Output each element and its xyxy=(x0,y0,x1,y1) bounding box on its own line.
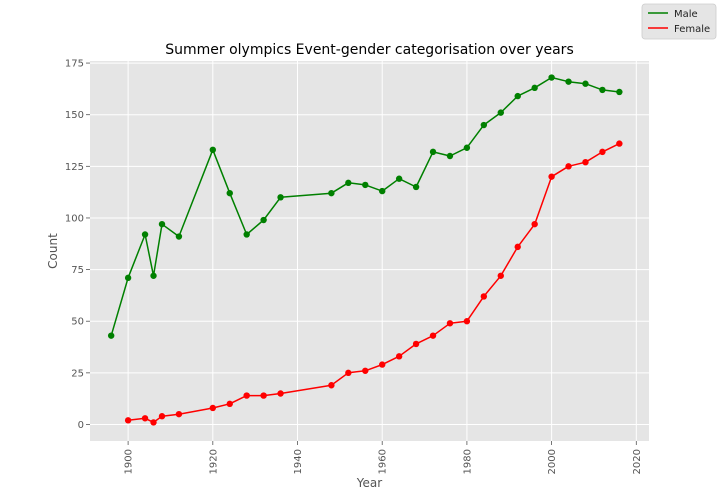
data-point-female xyxy=(124,417,132,424)
data-point-female xyxy=(497,272,504,279)
series-layer xyxy=(107,74,623,426)
data-point-male xyxy=(226,189,233,197)
data-point-male xyxy=(582,80,589,87)
data-point-male xyxy=(328,189,335,197)
data-point-female xyxy=(226,400,233,408)
data-point-female xyxy=(158,413,166,420)
x-tick-label: 1980 xyxy=(462,449,473,474)
y-tick-label: 50 xyxy=(71,317,84,328)
data-point-female xyxy=(599,148,606,156)
data-point-male xyxy=(141,231,149,238)
data-point-female xyxy=(395,353,403,360)
data-point-male xyxy=(175,233,183,240)
axis-ticks: 0 25 50 75 100 125 150 175 1900 1920 1940 1960 1980 2… xyxy=(65,59,643,475)
data-point-female xyxy=(175,410,183,418)
data-point-male xyxy=(150,272,157,279)
x-axis-label: Year xyxy=(356,476,382,490)
data-point-female xyxy=(514,243,521,251)
data-point-female xyxy=(565,163,572,170)
y-tick-label: 150 xyxy=(65,110,84,121)
data-point-male xyxy=(548,74,555,81)
grid-lines xyxy=(90,61,649,441)
data-point-male xyxy=(107,332,115,339)
data-point-female xyxy=(582,158,589,166)
data-point-male xyxy=(379,187,386,195)
series-line-female xyxy=(128,142,620,424)
data-point-female xyxy=(446,320,454,327)
y-tick-label: 125 xyxy=(65,162,84,173)
data-point-male xyxy=(243,231,250,238)
series-male xyxy=(107,74,623,339)
y-tick-label: 75 xyxy=(71,265,84,276)
x-tick-label: 1920 xyxy=(208,449,219,474)
y-axis-label: Count xyxy=(46,233,60,269)
data-point-male xyxy=(124,274,132,282)
x-tick-label: 1960 xyxy=(378,449,389,474)
plot-area xyxy=(90,61,649,441)
data-point-female xyxy=(548,173,555,180)
data-point-male xyxy=(277,194,284,201)
data-point-male xyxy=(531,84,538,92)
data-point-female xyxy=(463,318,471,325)
data-point-male xyxy=(429,148,437,156)
data-point-female xyxy=(412,340,420,348)
y-tick-label: 25 xyxy=(71,368,84,379)
data-point-female xyxy=(150,419,157,426)
x-tick-label: 1900 xyxy=(124,449,135,474)
y-tick-label: 0 xyxy=(78,420,84,431)
legend-label-female: Female xyxy=(674,24,710,35)
y-tick-label: 175 xyxy=(65,59,84,70)
data-point-female xyxy=(616,140,623,147)
data-point-male xyxy=(497,109,504,116)
data-point-female xyxy=(243,392,250,399)
data-point-male xyxy=(395,175,403,182)
data-point-male xyxy=(260,216,267,224)
data-point-male xyxy=(463,144,471,151)
data-point-female xyxy=(277,390,284,397)
legend-label-male: Male xyxy=(674,9,698,20)
data-point-female xyxy=(328,382,335,389)
data-point-female xyxy=(141,415,149,422)
data-point-male xyxy=(158,220,166,228)
x-tick-label: 2000 xyxy=(547,449,558,474)
data-point-female xyxy=(362,367,369,374)
x-tick-label: 1940 xyxy=(293,449,304,474)
data-point-female xyxy=(345,369,352,377)
data-point-female xyxy=(480,293,488,300)
data-point-male xyxy=(480,121,488,129)
data-point-male xyxy=(412,183,420,191)
data-point-male xyxy=(446,152,454,160)
data-point-female xyxy=(209,404,217,412)
data-point-female xyxy=(429,332,437,339)
chart-title: Summer olympics Event-gender categorisat… xyxy=(165,42,574,58)
y-tick-label: 100 xyxy=(65,213,84,224)
data-point-female xyxy=(260,392,267,399)
data-point-male xyxy=(514,92,521,100)
data-point-male xyxy=(362,181,369,189)
series-female xyxy=(124,140,623,426)
data-point-male xyxy=(616,88,623,96)
data-point-female xyxy=(531,220,538,228)
data-point-male xyxy=(565,78,572,85)
legend: Male Female xyxy=(641,3,717,40)
data-point-male xyxy=(345,179,352,187)
data-point-female xyxy=(379,361,386,368)
data-point-male xyxy=(599,86,606,94)
x-tick-label: 2020 xyxy=(632,449,643,474)
data-point-male xyxy=(209,146,217,154)
